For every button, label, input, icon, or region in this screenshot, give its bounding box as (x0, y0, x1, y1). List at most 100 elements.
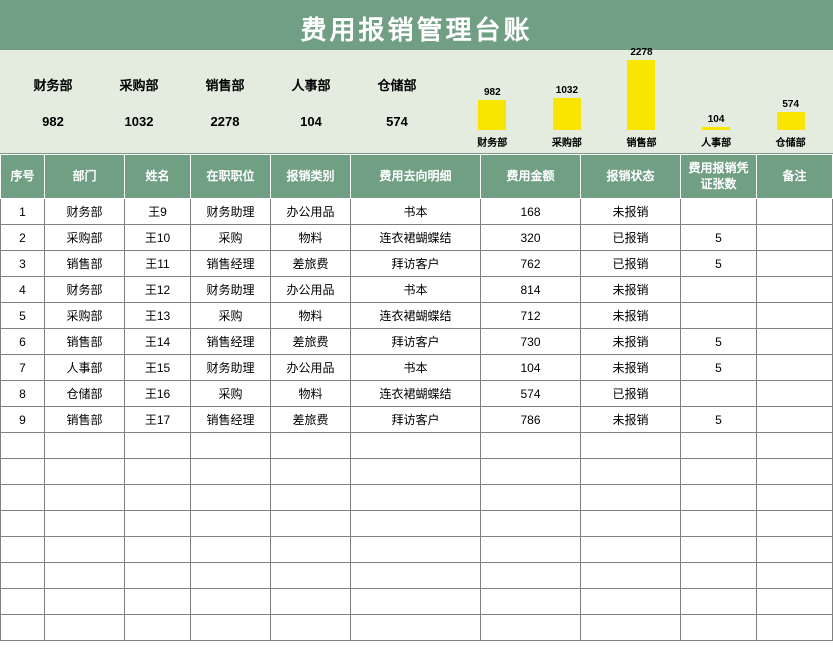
chart-bar-label: 财务部 (477, 134, 507, 149)
table-cell-empty (757, 459, 833, 485)
table-cell-empty (1, 485, 45, 511)
table-cell-empty (191, 563, 271, 589)
table-cell (757, 329, 833, 355)
table-cell: 差旅费 (271, 329, 351, 355)
table-cell-empty (581, 511, 681, 537)
table-cell: 2 (1, 225, 45, 251)
table-cell-empty (45, 511, 125, 537)
chart-bar-label: 人事部 (701, 134, 731, 149)
table-cell: 人事部 (45, 355, 125, 381)
chart-bar-group: 2278销售部 (604, 47, 679, 153)
col-header-remark: 备注 (757, 155, 833, 199)
dept-value: 574 (354, 114, 440, 129)
dept-value: 1032 (96, 114, 182, 129)
chart-bar-value: 982 (484, 87, 501, 98)
col-header-position: 在职职位 (191, 155, 271, 199)
table-row: 1财务部王9财务助理办公用品书本168未报销 (1, 199, 833, 225)
dept-value: 2278 (182, 114, 268, 129)
summary-col: 销售部 2278 (182, 57, 268, 147)
table-cell-empty (481, 511, 581, 537)
table-cell: 财务助理 (191, 355, 271, 381)
table-cell: 王11 (125, 251, 191, 277)
chart-bar-value: 104 (708, 114, 725, 125)
table-cell-empty (681, 459, 757, 485)
table-cell-empty (351, 485, 481, 511)
chart-bar-value: 1032 (556, 85, 578, 96)
table-cell-empty (481, 589, 581, 615)
table-cell: 财务部 (45, 199, 125, 225)
table-cell-empty (125, 511, 191, 537)
table-cell-empty (125, 563, 191, 589)
table-cell: 采购 (191, 225, 271, 251)
summary-col: 仓储部 574 (354, 57, 440, 147)
table-cell-empty (481, 485, 581, 511)
table-cell-empty (271, 615, 351, 641)
table-cell: 连衣裙蝴蝶结 (351, 225, 481, 251)
table-cell: 1 (1, 199, 45, 225)
chart-bar-label: 仓储部 (776, 134, 806, 149)
table-cell (757, 381, 833, 407)
table-cell: 销售经理 (191, 251, 271, 277)
col-header-dept: 部门 (45, 155, 125, 199)
table-cell: 拜访客户 (351, 251, 481, 277)
table-cell-empty (581, 563, 681, 589)
table-cell: 104 (481, 355, 581, 381)
table-cell-empty (351, 563, 481, 589)
table-cell-empty (351, 537, 481, 563)
table-cell: 财务助理 (191, 277, 271, 303)
chart-bar (627, 60, 655, 130)
table-cell: 拜访客户 (351, 329, 481, 355)
table-cell-empty (481, 563, 581, 589)
table-cell-empty (757, 511, 833, 537)
table-cell-empty (481, 537, 581, 563)
table-row: 8仓储部王16采购物料连衣裙蝴蝶结574已报销 (1, 381, 833, 407)
chart-bar (777, 112, 805, 130)
dept-label: 销售部 (182, 75, 268, 94)
table-row-empty (1, 459, 833, 485)
table-cell-empty (757, 433, 833, 459)
table-cell: 320 (481, 225, 581, 251)
col-header-status: 报销状态 (581, 155, 681, 199)
table-row: 2采购部王10采购物料连衣裙蝴蝶结320已报销5 (1, 225, 833, 251)
table-cell: 未报销 (581, 303, 681, 329)
chart-bar-group: 104 人事部 (679, 114, 754, 153)
table-cell: 已报销 (581, 225, 681, 251)
table-cell-empty (125, 433, 191, 459)
table-cell-empty (271, 511, 351, 537)
table-cell-empty (681, 615, 757, 641)
table-cell: 连衣裙蝴蝶结 (351, 381, 481, 407)
dept-label: 仓储部 (354, 75, 440, 94)
table-cell-empty (271, 485, 351, 511)
table-cell: 未报销 (581, 277, 681, 303)
table-cell: 王9 (125, 199, 191, 225)
table-cell: 未报销 (581, 355, 681, 381)
dept-value: 104 (268, 114, 354, 129)
table-cell-empty (581, 537, 681, 563)
summary-section: 财务部 982 采购部 1032 销售部 2278 人事部 104 仓储部 57… (0, 50, 833, 154)
table-cell: 物料 (271, 381, 351, 407)
table-cell: 168 (481, 199, 581, 225)
table-cell: 销售部 (45, 329, 125, 355)
table-cell-empty (581, 589, 681, 615)
table-cell-empty (351, 589, 481, 615)
table-cell: 5 (1, 303, 45, 329)
table-cell-empty (681, 537, 757, 563)
table-cell: 仓储部 (45, 381, 125, 407)
table-cell: 730 (481, 329, 581, 355)
table-cell-empty (757, 537, 833, 563)
table-cell-empty (191, 433, 271, 459)
table-cell-empty (581, 433, 681, 459)
table-cell-empty (1, 511, 45, 537)
table-cell-empty (271, 563, 351, 589)
chart-bar-group: 982 财务部 (455, 87, 530, 153)
chart-bar-label: 销售部 (626, 134, 656, 149)
table-cell: 销售经理 (191, 407, 271, 433)
table-row-empty (1, 537, 833, 563)
table-body: 1财务部王9财务助理办公用品书本168未报销2采购部王10采购物料连衣裙蝴蝶结3… (1, 199, 833, 641)
col-header-seq: 序号 (1, 155, 45, 199)
table-cell: 8 (1, 381, 45, 407)
table-cell-empty (191, 459, 271, 485)
table-cell-empty (1, 433, 45, 459)
chart-bar (702, 127, 730, 130)
table-cell: 采购 (191, 303, 271, 329)
